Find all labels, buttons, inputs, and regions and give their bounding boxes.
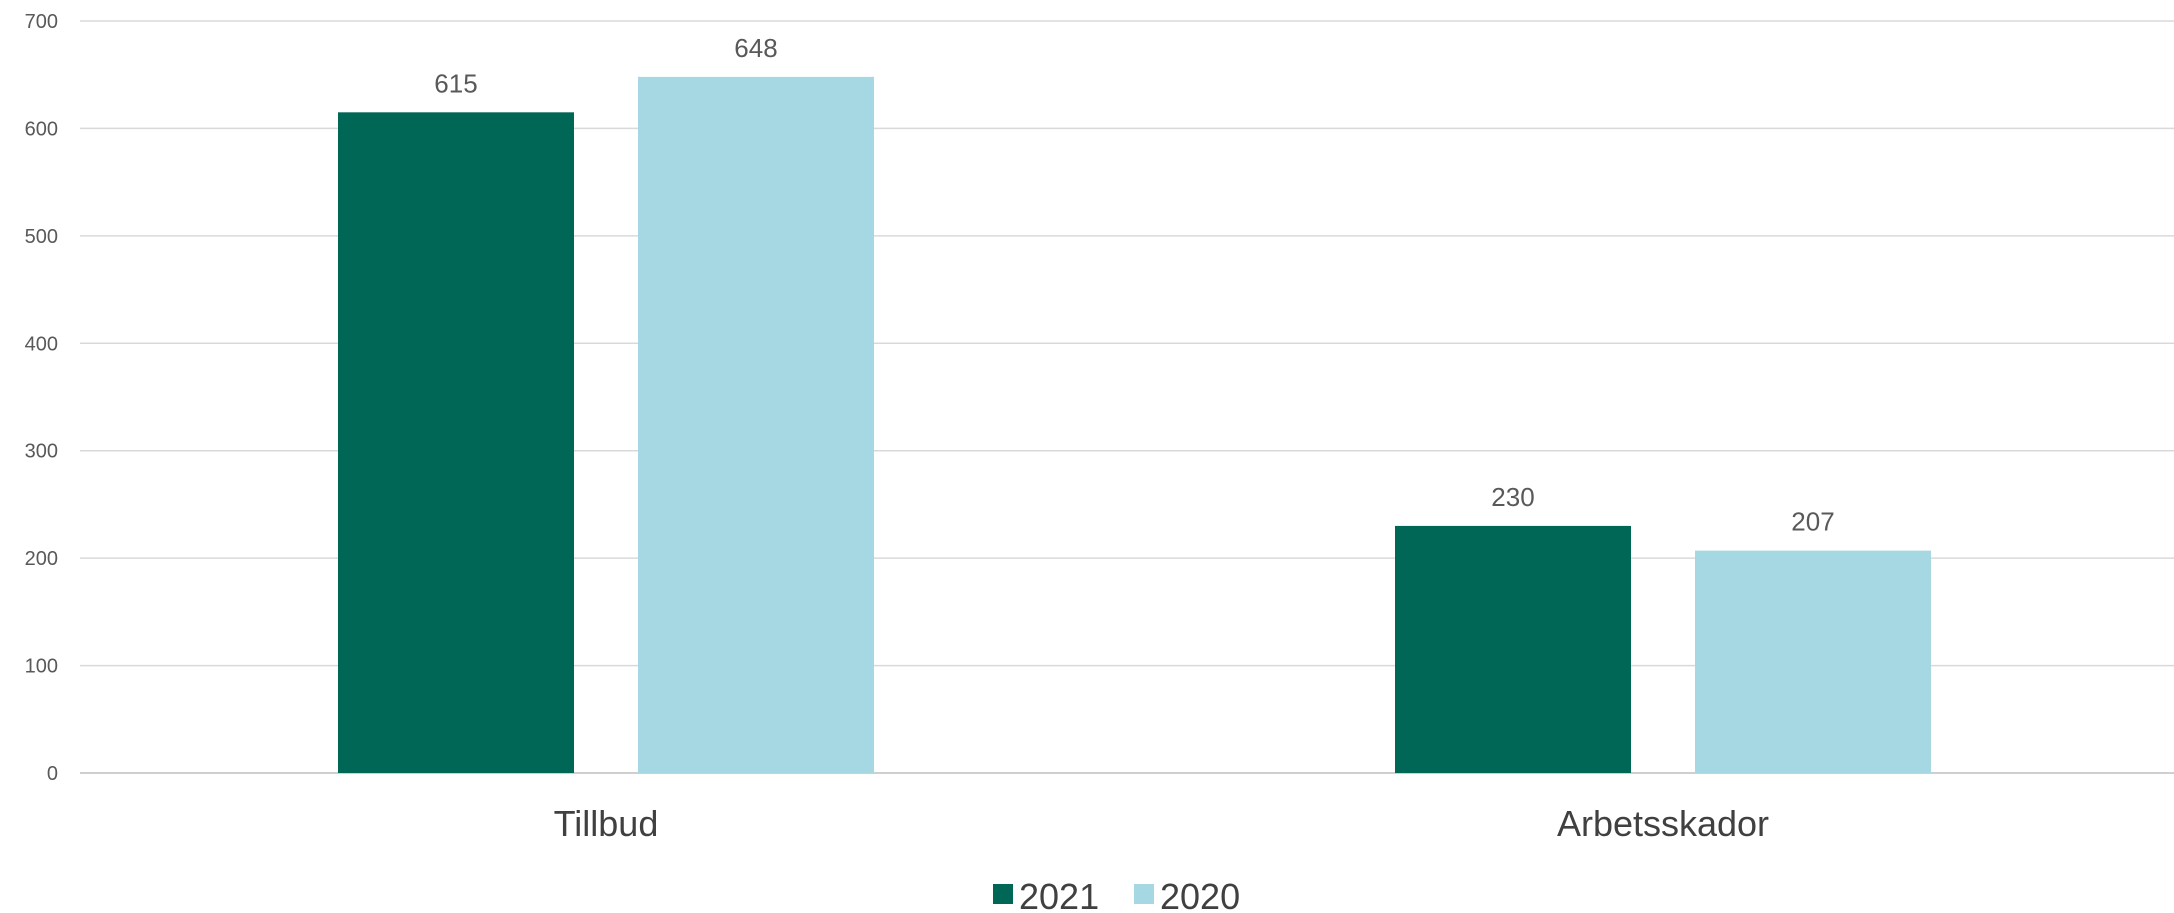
- data-label: 648: [734, 33, 777, 63]
- y-tick-label: 200: [25, 548, 58, 570]
- y-tick-label: 300: [25, 441, 58, 463]
- y-tick-label: 100: [25, 656, 58, 678]
- data-labels: 615 648 230 207: [434, 33, 1834, 537]
- y-tick-label: 700: [25, 11, 58, 33]
- bar-tillbud-2021: [338, 112, 574, 774]
- category-label: Tillbud: [554, 803, 659, 844]
- data-label: 230: [1491, 482, 1534, 512]
- legend-swatch-2021: [993, 884, 1013, 904]
- y-tick-label: 600: [25, 118, 58, 140]
- bars: [338, 76, 1931, 774]
- y-tick-label: 500: [25, 226, 58, 248]
- legend-label-2020: 2020: [1160, 876, 1240, 913]
- legend-swatch-2020: [1134, 884, 1154, 904]
- y-tick-label: 400: [25, 333, 58, 355]
- category-label: Arbetsskador: [1557, 803, 1769, 844]
- y-tick-label: 0: [47, 763, 58, 785]
- bar-arbetsskador-2020: [1695, 550, 1931, 773]
- bar-arbetsskador-2021: [1395, 525, 1631, 773]
- category-labels: Tillbud Arbetsskador: [554, 803, 1769, 844]
- data-label: 207: [1791, 507, 1834, 537]
- legend-label-2021: 2021: [1019, 876, 1099, 913]
- bar-tillbud-2020: [638, 76, 874, 773]
- legend: 2021 2020: [993, 876, 1240, 913]
- data-label: 615: [434, 68, 477, 98]
- y-axis-tick-labels: 0 100 200 300 400 500 600 700: [25, 11, 58, 785]
